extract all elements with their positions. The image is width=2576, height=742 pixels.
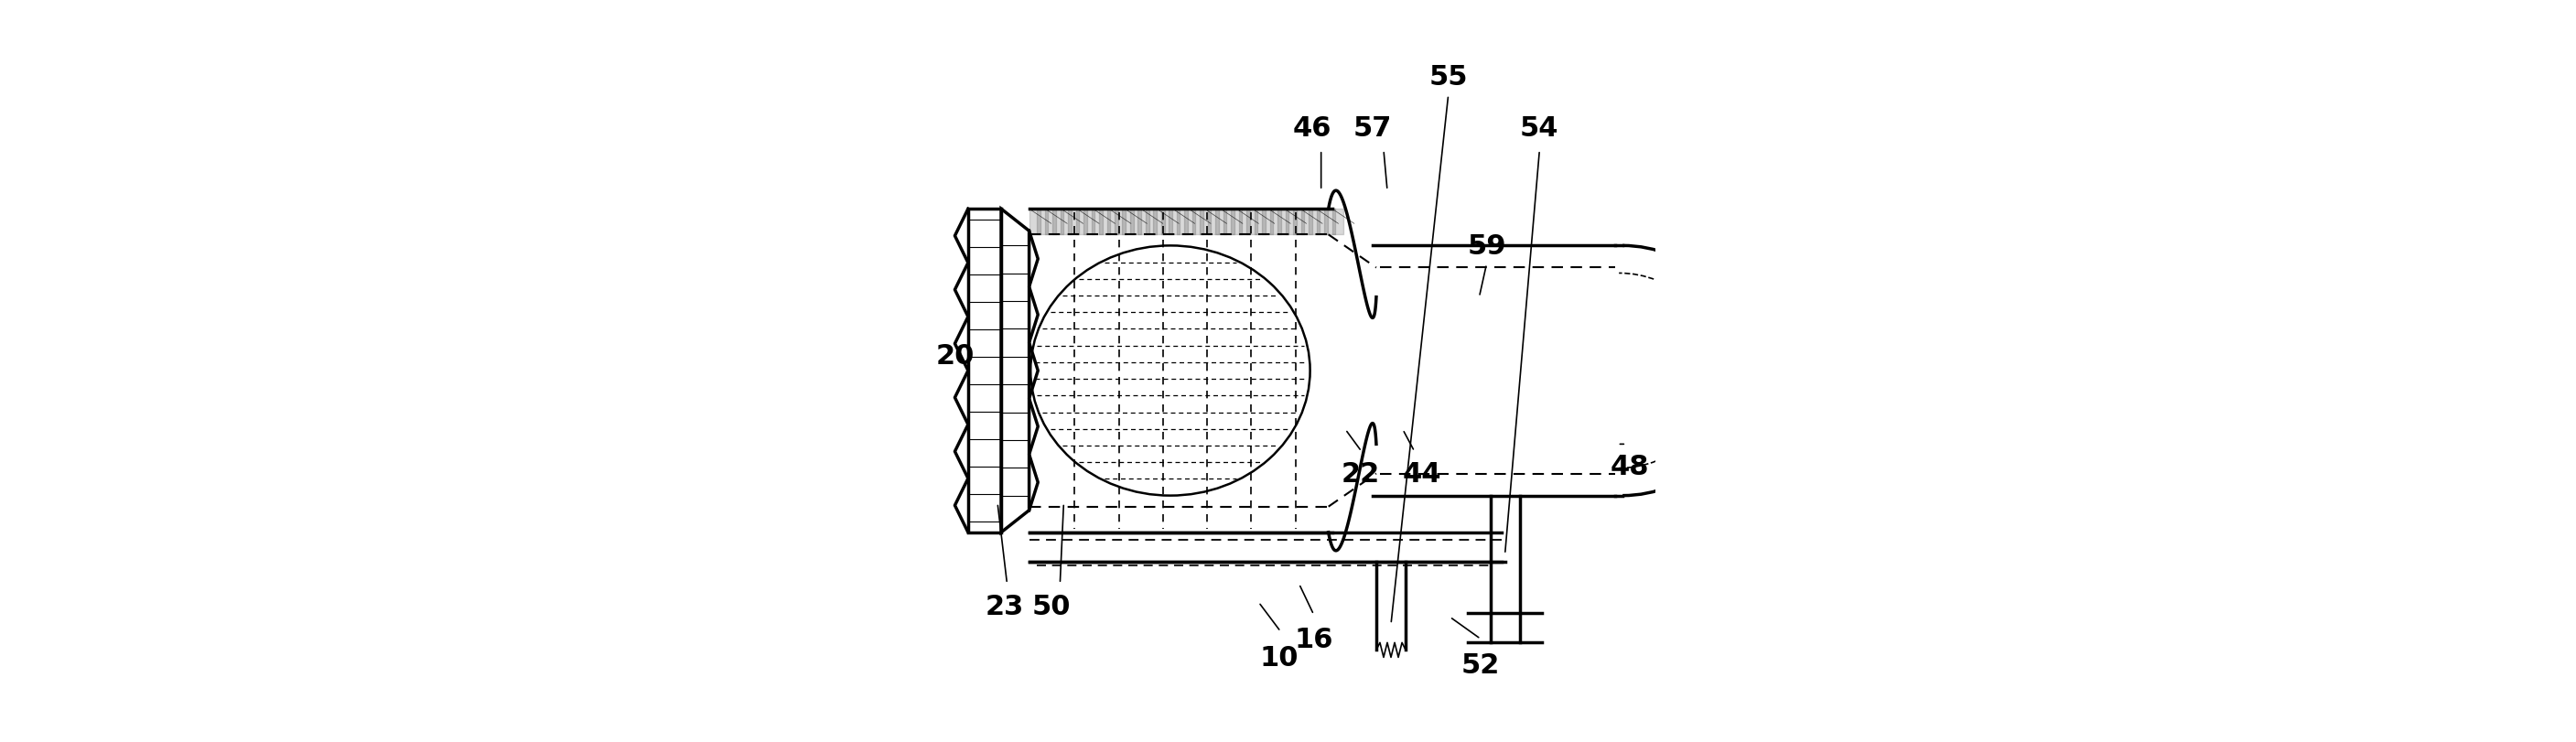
- Text: 54: 54: [1520, 116, 1558, 142]
- Text: 46: 46: [1293, 116, 1332, 142]
- Text: 52: 52: [1461, 651, 1499, 678]
- Text: 44: 44: [1401, 461, 1443, 487]
- Text: 16: 16: [1293, 626, 1334, 652]
- Text: 55: 55: [1430, 64, 1468, 91]
- Text: 50: 50: [1033, 593, 1072, 620]
- Text: 59: 59: [1468, 233, 1507, 260]
- Text: 10: 10: [1260, 644, 1298, 671]
- Text: 20: 20: [935, 343, 974, 370]
- Text: 57: 57: [1352, 116, 1391, 142]
- Text: 48: 48: [1610, 453, 1649, 480]
- Text: 23: 23: [987, 593, 1025, 620]
- Text: 22: 22: [1340, 461, 1378, 487]
